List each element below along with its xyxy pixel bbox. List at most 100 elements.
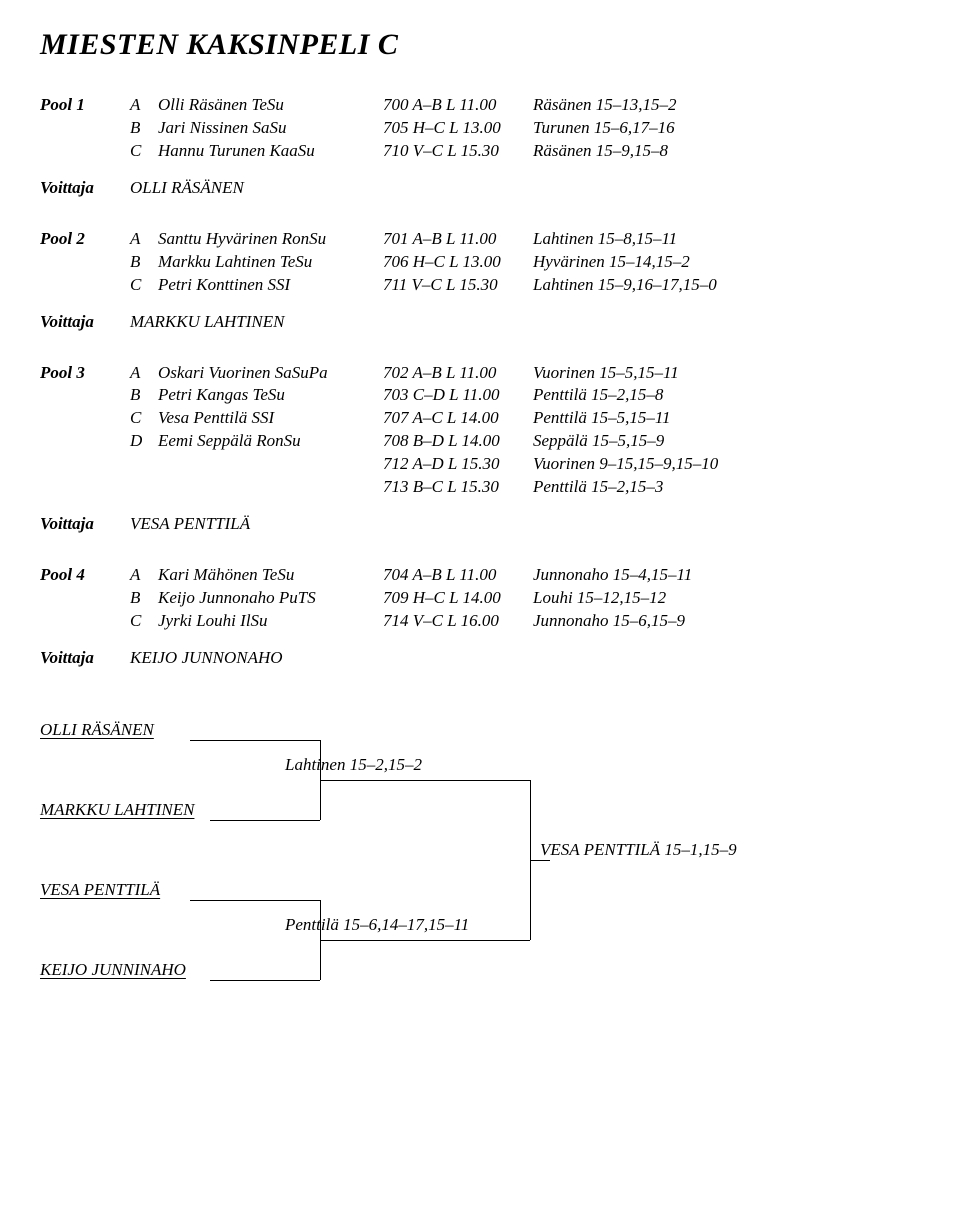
bracket-sf2-bot: KEIJO JUNNINAHO <box>40 960 186 980</box>
player-letter: A <box>130 94 158 117</box>
player-name: Kari Mähönen TeSu <box>158 564 383 587</box>
pool-row: CVesa Penttilä SSI707 A–C L 14.00Penttil… <box>40 407 920 430</box>
match-result: Louhi 15–12,15–12 <box>533 587 920 610</box>
player-name <box>158 453 383 476</box>
pool-block: Pool 4AKari Mähönen TeSu704 A–B L 11.00J… <box>40 564 920 670</box>
pool-row: BPetri Kangas TeSu703 C–D L 11.00Penttil… <box>40 384 920 407</box>
pool-name <box>40 140 130 163</box>
bracket-sf1-result: Lahtinen 15–2,15–2 <box>285 755 422 775</box>
player-letter: C <box>130 274 158 297</box>
match-result: Seppälä 15–5,15–9 <box>533 430 920 453</box>
pool-name <box>40 274 130 297</box>
player-letter <box>130 453 158 476</box>
pool-block: Pool 1AOlli Räsänen TeSu700 A–B L 11.00R… <box>40 94 920 200</box>
pool-name <box>40 407 130 430</box>
pool-row: Pool 2ASanttu Hyvärinen RonSu701 A–B L 1… <box>40 228 920 251</box>
pool-name <box>40 610 130 633</box>
player-name: Petri Konttinen SSI <box>158 274 383 297</box>
pool-name <box>40 117 130 140</box>
pool-name <box>40 251 130 274</box>
match-result: Penttilä 15–5,15–11 <box>533 407 920 430</box>
player-letter: A <box>130 228 158 251</box>
pool-row: Pool 1AOlli Räsänen TeSu700 A–B L 11.00R… <box>40 94 920 117</box>
pool-name <box>40 384 130 407</box>
match-code: 706 H–C L 13.00 <box>383 251 533 274</box>
pool-row: BMarkku Lahtinen TeSu706 H–C L 13.00Hyvä… <box>40 251 920 274</box>
player-name: Oskari Vuorinen SaSuPa <box>158 362 383 385</box>
player-letter: C <box>130 140 158 163</box>
winner-label: Voittaja <box>40 311 130 334</box>
pool-row: 712 A–D L 15.30Vuorinen 9–15,15–9,15–10 <box>40 453 920 476</box>
match-code: 714 V–C L 16.00 <box>383 610 533 633</box>
winner-row: VoittajaVESA PENTTILÄ <box>40 513 920 536</box>
match-code: 710 V–C L 15.30 <box>383 140 533 163</box>
match-result: Junnonaho 15–4,15–11 <box>533 564 920 587</box>
match-result: Räsänen 15–13,15–2 <box>533 94 920 117</box>
pool-row: Pool 4AKari Mähönen TeSu704 A–B L 11.00J… <box>40 564 920 587</box>
pool-row: CJyrki Louhi IlSu714 V–C L 16.00Junnonah… <box>40 610 920 633</box>
pool-block: Pool 3AOskari Vuorinen SaSuPa702 A–B L 1… <box>40 362 920 537</box>
player-letter: B <box>130 384 158 407</box>
page-title: MIESTEN KAKSINPELI C <box>40 28 920 62</box>
pool-name: Pool 4 <box>40 564 130 587</box>
player-name <box>158 476 383 499</box>
player-letter: B <box>130 587 158 610</box>
player-letter: A <box>130 362 158 385</box>
pool-name: Pool 3 <box>40 362 130 385</box>
bracket-final-result: VESA PENTTILÄ 15–1,15–9 <box>540 840 737 860</box>
player-name: Jyrki Louhi IlSu <box>158 610 383 633</box>
pool-name <box>40 476 130 499</box>
match-result: Räsänen 15–9,15–8 <box>533 140 920 163</box>
match-code: 704 A–B L 11.00 <box>383 564 533 587</box>
player-name: Vesa Penttilä SSI <box>158 407 383 430</box>
pool-name <box>40 587 130 610</box>
match-code: 711 V–C L 15.30 <box>383 274 533 297</box>
pool-name: Pool 2 <box>40 228 130 251</box>
winner-row: VoittajaMARKKU LAHTINEN <box>40 311 920 334</box>
winner-name: MARKKU LAHTINEN <box>130 311 920 334</box>
match-code: 702 A–B L 11.00 <box>383 362 533 385</box>
player-name: Olli Räsänen TeSu <box>158 94 383 117</box>
player-letter: A <box>130 564 158 587</box>
bracket: OLLI RÄSÄNEN MARKKU LAHTINEN VESA PENTTI… <box>40 720 920 1000</box>
match-code: 700 A–B L 11.00 <box>383 94 533 117</box>
player-name: Petri Kangas TeSu <box>158 384 383 407</box>
pool-row: Pool 3AOskari Vuorinen SaSuPa702 A–B L 1… <box>40 362 920 385</box>
match-result: Junnonaho 15–6,15–9 <box>533 610 920 633</box>
match-result: Lahtinen 15–8,15–11 <box>533 228 920 251</box>
match-code: 707 A–C L 14.00 <box>383 407 533 430</box>
pool-name: Pool 1 <box>40 94 130 117</box>
bracket-sf2-result: Penttilä 15–6,14–17,15–11 <box>285 915 469 935</box>
player-letter: B <box>130 251 158 274</box>
pool-row: CPetri Konttinen SSI711 V–C L 15.30Lahti… <box>40 274 920 297</box>
pool-name <box>40 453 130 476</box>
match-code: 703 C–D L 11.00 <box>383 384 533 407</box>
pool-name <box>40 430 130 453</box>
match-result: Lahtinen 15–9,16–17,15–0 <box>533 274 920 297</box>
match-result: Vuorinen 15–5,15–11 <box>533 362 920 385</box>
bracket-sf1-top: OLLI RÄSÄNEN <box>40 720 154 740</box>
winner-name: VESA PENTTILÄ <box>130 513 920 536</box>
match-code: 701 A–B L 11.00 <box>383 228 533 251</box>
winner-row: VoittajaKEIJO JUNNONAHO <box>40 647 920 670</box>
match-result: Penttilä 15–2,15–3 <box>533 476 920 499</box>
match-result: Turunen 15–6,17–16 <box>533 117 920 140</box>
match-code: 705 H–C L 13.00 <box>383 117 533 140</box>
pool-row: BKeijo Junnonaho PuTS709 H–C L 14.00Louh… <box>40 587 920 610</box>
winner-label: Voittaja <box>40 647 130 670</box>
player-name: Hannu Turunen KaaSu <box>158 140 383 163</box>
player-letter: D <box>130 430 158 453</box>
match-result: Hyvärinen 15–14,15–2 <box>533 251 920 274</box>
winner-row: VoittajaOLLI RÄSÄNEN <box>40 177 920 200</box>
player-name: Markku Lahtinen TeSu <box>158 251 383 274</box>
player-letter: C <box>130 610 158 633</box>
pool-row: BJari Nissinen SaSu705 H–C L 13.00Turune… <box>40 117 920 140</box>
bracket-sf2-top: VESA PENTTILÄ <box>40 880 160 900</box>
pool-row: 713 B–C L 15.30Penttilä 15–2,15–3 <box>40 476 920 499</box>
player-letter <box>130 476 158 499</box>
pool-block: Pool 2ASanttu Hyvärinen RonSu701 A–B L 1… <box>40 228 920 334</box>
player-name: Santtu Hyvärinen RonSu <box>158 228 383 251</box>
pool-row: CHannu Turunen KaaSu710 V–C L 15.30Räsän… <box>40 140 920 163</box>
bracket-sf1-bot: MARKKU LAHTINEN <box>40 800 194 820</box>
winner-name: KEIJO JUNNONAHO <box>130 647 920 670</box>
